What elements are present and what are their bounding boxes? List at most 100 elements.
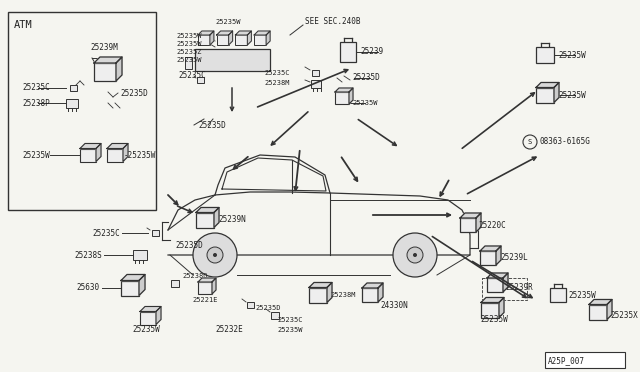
Bar bbox=[487, 278, 503, 292]
Polygon shape bbox=[216, 31, 232, 35]
Polygon shape bbox=[80, 144, 101, 148]
Text: ATM: ATM bbox=[14, 20, 33, 30]
Polygon shape bbox=[212, 278, 216, 294]
Text: 25221E: 25221E bbox=[192, 297, 218, 303]
Bar bbox=[550, 288, 566, 302]
Bar bbox=[198, 35, 210, 45]
Bar bbox=[140, 311, 156, 324]
Bar bbox=[536, 47, 554, 63]
Polygon shape bbox=[536, 83, 559, 87]
Polygon shape bbox=[554, 83, 559, 103]
Text: 25235D: 25235D bbox=[175, 241, 203, 250]
Bar bbox=[196, 77, 204, 83]
Text: 25238Q: 25238Q bbox=[182, 272, 207, 278]
Text: 25235W: 25235W bbox=[176, 41, 202, 47]
Bar bbox=[271, 311, 279, 318]
Text: 25238P: 25238P bbox=[22, 99, 50, 108]
Text: 25235D: 25235D bbox=[255, 305, 280, 311]
Text: 25235W: 25235W bbox=[132, 326, 160, 334]
Bar bbox=[335, 92, 349, 104]
Polygon shape bbox=[248, 31, 252, 45]
Circle shape bbox=[413, 253, 417, 257]
Bar bbox=[185, 57, 192, 69]
Text: 25235W: 25235W bbox=[480, 315, 508, 324]
Text: 25235W: 25235W bbox=[22, 151, 50, 160]
Polygon shape bbox=[327, 282, 332, 302]
Polygon shape bbox=[121, 275, 145, 280]
Circle shape bbox=[393, 233, 437, 277]
Bar bbox=[80, 148, 96, 161]
Polygon shape bbox=[228, 31, 232, 45]
Text: 25239N: 25239N bbox=[218, 215, 246, 224]
Bar bbox=[8, 12, 156, 210]
Bar bbox=[195, 49, 269, 71]
Bar bbox=[340, 42, 356, 62]
Bar bbox=[66, 99, 78, 108]
Text: 25235C: 25235C bbox=[264, 70, 290, 76]
Bar bbox=[482, 278, 527, 300]
Text: 25235C: 25235C bbox=[92, 228, 120, 237]
Polygon shape bbox=[503, 273, 508, 292]
Polygon shape bbox=[107, 144, 128, 148]
Bar bbox=[362, 288, 378, 302]
Polygon shape bbox=[589, 299, 612, 305]
Polygon shape bbox=[254, 31, 270, 35]
Polygon shape bbox=[156, 307, 161, 324]
Bar bbox=[480, 251, 496, 265]
Text: 25220C: 25220C bbox=[478, 221, 506, 230]
Text: 25235W: 25235W bbox=[558, 90, 586, 99]
Text: 25235X: 25235X bbox=[610, 311, 637, 320]
Polygon shape bbox=[487, 273, 508, 278]
Text: 25235C: 25235C bbox=[22, 83, 50, 93]
Bar bbox=[312, 70, 319, 76]
Polygon shape bbox=[499, 298, 504, 317]
Text: 25235D: 25235D bbox=[120, 89, 148, 97]
Text: 25235W: 25235W bbox=[568, 291, 596, 299]
Bar bbox=[309, 288, 327, 302]
Bar bbox=[70, 85, 77, 91]
Text: 25235W: 25235W bbox=[277, 327, 303, 333]
Polygon shape bbox=[210, 31, 214, 45]
Polygon shape bbox=[309, 282, 332, 288]
Polygon shape bbox=[496, 246, 501, 265]
Text: 25235D: 25235D bbox=[352, 74, 380, 83]
Polygon shape bbox=[123, 144, 128, 161]
Text: 08363-6165G: 08363-6165G bbox=[540, 138, 591, 147]
Text: 25235W: 25235W bbox=[176, 33, 202, 39]
Polygon shape bbox=[214, 208, 219, 228]
Text: 25235W: 25235W bbox=[215, 19, 241, 25]
Bar bbox=[254, 35, 266, 45]
Polygon shape bbox=[349, 88, 353, 104]
Bar bbox=[121, 280, 139, 295]
Circle shape bbox=[207, 247, 223, 263]
Polygon shape bbox=[198, 278, 216, 282]
Bar bbox=[152, 230, 159, 236]
Polygon shape bbox=[607, 299, 612, 320]
Text: 25630: 25630 bbox=[77, 283, 100, 292]
Text: 25238M: 25238M bbox=[330, 292, 355, 298]
Text: -25235W: -25235W bbox=[124, 151, 156, 160]
Polygon shape bbox=[460, 213, 481, 218]
Polygon shape bbox=[480, 246, 501, 251]
Polygon shape bbox=[236, 31, 252, 35]
Polygon shape bbox=[139, 275, 145, 295]
Bar bbox=[236, 35, 248, 45]
Polygon shape bbox=[96, 144, 101, 161]
Bar bbox=[246, 302, 253, 308]
Text: 25239R: 25239R bbox=[505, 283, 532, 292]
Polygon shape bbox=[94, 57, 122, 63]
Text: A25P_007: A25P_007 bbox=[548, 356, 585, 366]
Bar bbox=[545, 352, 625, 368]
Text: 25235W: 25235W bbox=[352, 100, 378, 106]
Text: 25235Z: 25235Z bbox=[176, 49, 202, 55]
Bar bbox=[196, 212, 214, 228]
Bar bbox=[198, 282, 212, 294]
Polygon shape bbox=[198, 31, 214, 35]
Bar bbox=[311, 80, 321, 88]
Polygon shape bbox=[378, 283, 383, 302]
Polygon shape bbox=[362, 283, 383, 288]
Text: 25232E: 25232E bbox=[215, 326, 243, 334]
Text: 25238M: 25238M bbox=[264, 80, 290, 86]
Polygon shape bbox=[266, 31, 270, 45]
Text: 25235W: 25235W bbox=[176, 57, 202, 63]
